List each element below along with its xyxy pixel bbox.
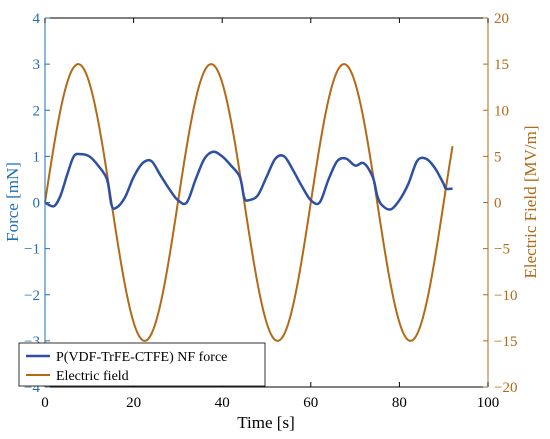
- y-right-tick-label: 20: [494, 11, 509, 27]
- series-layer: [44, 63, 454, 342]
- y-left-tick-label: 3: [33, 57, 41, 73]
- y-left-tick-label: 1: [33, 149, 41, 165]
- y-right-tick-label: 10: [494, 103, 509, 119]
- x-tick-label: 20: [126, 395, 141, 411]
- series-line-electric-field: [44, 63, 454, 342]
- y-axis-right-title: Electric Field [MV/m]: [521, 126, 540, 279]
- x-axis-title: Time [s]: [237, 413, 294, 432]
- y-left-tick-label: 0: [33, 196, 41, 212]
- y-left-tick-label: −2: [24, 288, 40, 304]
- series-line-nf-force: [44, 150, 453, 211]
- ticks-layer: 0 20 40 60 80 100−4−3−2−101234−20−15−10−50510…: [24, 11, 517, 411]
- x-tick-label: 40: [215, 395, 230, 411]
- x-tick-label: 60: [303, 395, 318, 411]
- y-axis-left-title: Force [mN]: [3, 162, 22, 242]
- y-left-tick-label: −1: [24, 242, 40, 258]
- y-left-tick-label: 4: [33, 11, 41, 27]
- x-tick-label: 0: [41, 395, 49, 411]
- legend: P(VDF-TrFE-CTFE) NF force Electric field: [18, 342, 266, 387]
- y-right-tick-label: −5: [494, 242, 510, 258]
- y-right-tick-label: −20: [494, 380, 517, 396]
- y-right-tick-label: −10: [494, 288, 517, 304]
- x-tick-label: 80: [392, 395, 407, 411]
- y-right-tick-label: 5: [494, 149, 502, 165]
- legend-label-field: Electric field: [56, 369, 129, 384]
- legend-box: [18, 342, 266, 387]
- x-tick-label: 100: [477, 395, 500, 411]
- y-right-tick-label: 0: [494, 196, 502, 212]
- y-right-tick-label: 15: [494, 57, 509, 73]
- y-right-tick-label: −15: [494, 334, 517, 350]
- legend-label-force: P(VDF-TrFE-CTFE) NF force: [56, 350, 227, 365]
- y-left-tick-label: 2: [33, 103, 41, 119]
